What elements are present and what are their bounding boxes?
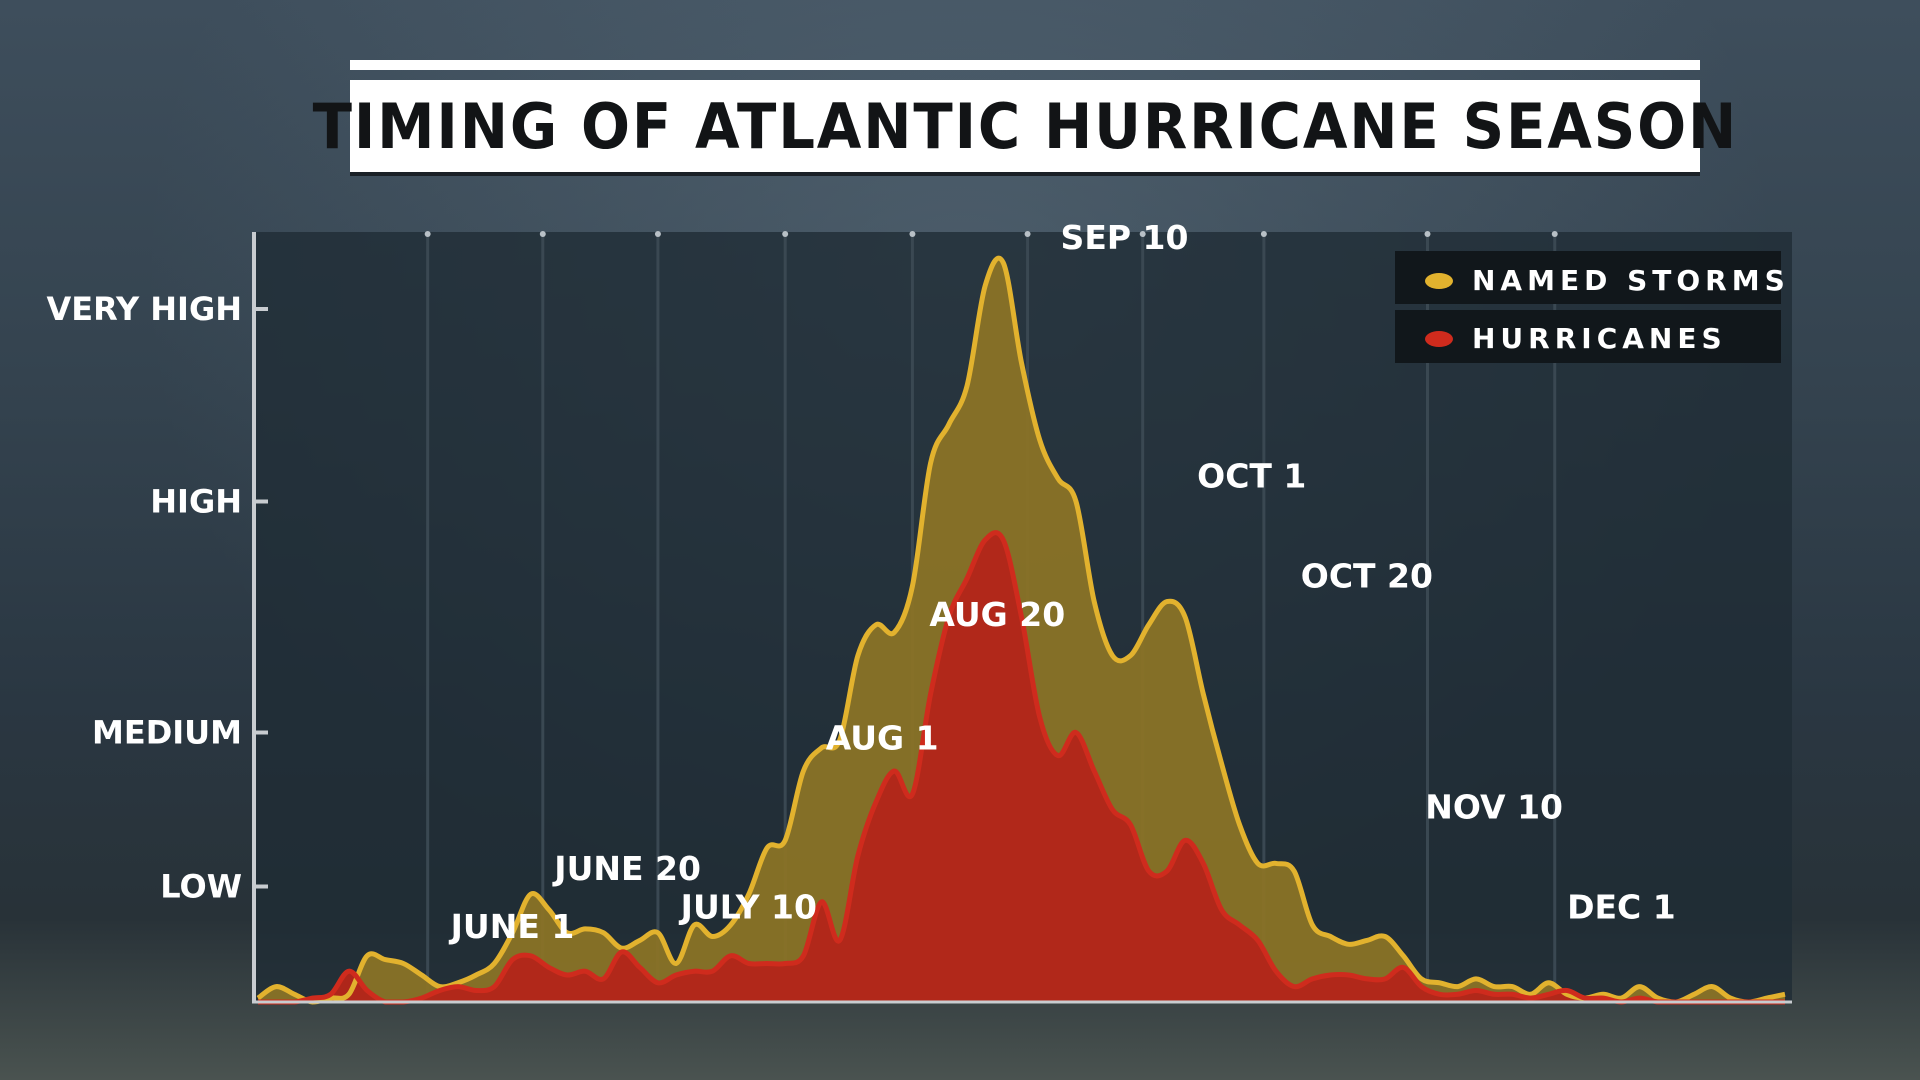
gridline-cap-5 <box>1024 231 1031 237</box>
gridline-cap-9 <box>1551 231 1558 237</box>
legend: NAMED STORMS HURRICANES <box>1395 251 1790 363</box>
peak-label-0: JUNE 1 <box>449 907 575 946</box>
hurricanes-line <box>257 530 1785 1005</box>
legend-hurricanes-box <box>1395 310 1781 363</box>
peak-label-9: DEC 1 <box>1567 888 1676 927</box>
legend-named-storms-box <box>1395 251 1781 304</box>
y-axis-ticks: LOW MEDIUM HIGH VERY HIGH <box>46 290 268 906</box>
legend-hurricanes-swatch <box>1425 331 1453 347</box>
hurricanes-area <box>258 532 1785 1002</box>
gridline-cap-6 <box>1139 231 1146 237</box>
peak-label-8: NOV 10 <box>1425 788 1563 827</box>
named-storms-line <box>256 255 1786 1005</box>
legend-named-storms-swatch <box>1425 273 1453 289</box>
chart-title: TIMING OF ATLANTIC HURRICANE SEASON <box>312 89 1738 163</box>
peak-label-2: JULY 10 <box>679 888 817 927</box>
peak-label-5: SEP 10 <box>1061 218 1189 257</box>
gridline-cap-8 <box>1424 231 1431 237</box>
peak-label-7: OCT 20 <box>1301 557 1433 596</box>
legend-named-storms-label: NAMED STORMS <box>1472 264 1790 297</box>
gridline-cap-3 <box>782 231 789 237</box>
y-tick-label-2: HIGH <box>150 483 242 521</box>
gridline-cap-4 <box>909 231 916 237</box>
y-tick-label-1: MEDIUM <box>92 714 242 752</box>
gridline-cap-2 <box>654 231 661 237</box>
gridline-cap-7 <box>1260 231 1267 237</box>
peak-label-6: OCT 1 <box>1197 457 1306 496</box>
title-rule <box>350 60 1700 70</box>
title-box: TIMING OF ATLANTIC HURRICANE SEASON <box>312 80 1736 172</box>
peak-label-1: JUNE 20 <box>552 849 701 888</box>
gridline-cap-0 <box>424 231 431 237</box>
title-banner: TIMING OF ATLANTIC HURRICANE SEASON <box>312 60 1736 172</box>
peak-label-3: AUG 1 <box>826 718 939 757</box>
gridline-cap-1 <box>539 231 546 237</box>
legend-hurricanes-label: HURRICANES <box>1472 322 1727 355</box>
peak-label-4: AUG 20 <box>929 595 1065 634</box>
y-tick-label-0: LOW <box>160 868 242 906</box>
y-tick-label-3: VERY HIGH <box>46 290 242 328</box>
